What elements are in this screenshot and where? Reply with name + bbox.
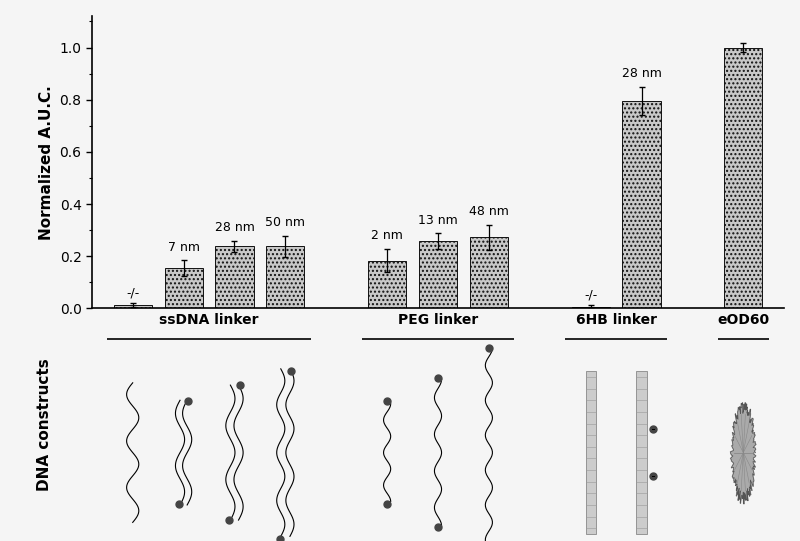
Bar	[622, 101, 661, 308]
Bar	[637, 371, 646, 534]
Bar	[419, 241, 457, 308]
Polygon shape	[730, 403, 756, 504]
Text: PEG linker: PEG linker	[398, 313, 478, 327]
Text: 50 nm: 50 nm	[266, 216, 306, 229]
Text: 7 nm: 7 nm	[167, 241, 199, 254]
Bar	[724, 48, 762, 308]
Text: -/-: -/-	[584, 288, 598, 301]
Text: 28 nm: 28 nm	[622, 67, 662, 80]
Text: -/-: -/-	[126, 286, 139, 299]
Text: DNA constructs: DNA constructs	[38, 358, 53, 491]
Text: 6HB linker: 6HB linker	[575, 313, 657, 327]
Bar	[215, 246, 254, 308]
Text: 28 nm: 28 nm	[214, 221, 254, 234]
Text: eOD60: eOD60	[718, 313, 770, 327]
Bar	[266, 246, 305, 308]
Bar	[114, 305, 152, 308]
Text: 13 nm: 13 nm	[418, 214, 458, 227]
Bar	[470, 237, 508, 308]
Bar	[368, 261, 406, 308]
Bar	[571, 307, 610, 308]
Text: 48 nm: 48 nm	[469, 206, 509, 219]
Text: 2 nm: 2 nm	[371, 229, 403, 242]
Text: ssDNA linker: ssDNA linker	[159, 313, 258, 327]
Bar	[165, 268, 202, 308]
Bar	[586, 371, 596, 534]
Y-axis label: Normalized A.U.C.: Normalized A.U.C.	[39, 85, 54, 240]
